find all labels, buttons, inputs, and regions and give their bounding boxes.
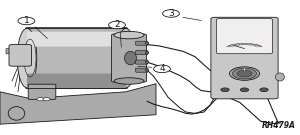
Ellipse shape [145, 69, 149, 72]
Circle shape [221, 88, 229, 92]
Circle shape [109, 21, 125, 29]
Circle shape [43, 98, 50, 101]
Circle shape [163, 10, 179, 17]
Ellipse shape [275, 73, 284, 81]
FancyBboxPatch shape [27, 32, 126, 47]
Ellipse shape [116, 28, 136, 88]
Polygon shape [0, 84, 156, 124]
FancyBboxPatch shape [26, 28, 127, 88]
FancyBboxPatch shape [136, 41, 148, 45]
FancyBboxPatch shape [136, 60, 148, 64]
Circle shape [237, 70, 252, 77]
FancyBboxPatch shape [27, 74, 126, 88]
FancyBboxPatch shape [211, 17, 278, 99]
FancyBboxPatch shape [136, 51, 148, 55]
Ellipse shape [17, 28, 37, 88]
Circle shape [240, 88, 249, 92]
Text: 2: 2 [114, 21, 120, 29]
FancyBboxPatch shape [9, 45, 32, 66]
FancyBboxPatch shape [217, 19, 272, 54]
Text: 1: 1 [23, 16, 29, 25]
FancyBboxPatch shape [28, 84, 56, 99]
Ellipse shape [145, 61, 149, 63]
Ellipse shape [124, 51, 136, 65]
Text: 3: 3 [168, 9, 174, 18]
Ellipse shape [145, 42, 149, 45]
Text: RH479A: RH479A [262, 121, 296, 130]
Text: 4: 4 [159, 64, 165, 73]
FancyBboxPatch shape [112, 34, 146, 82]
FancyBboxPatch shape [136, 68, 148, 72]
Ellipse shape [114, 78, 144, 84]
Circle shape [230, 67, 260, 80]
Circle shape [18, 17, 35, 25]
Ellipse shape [114, 31, 144, 39]
Ellipse shape [145, 51, 149, 54]
Circle shape [232, 68, 256, 79]
Circle shape [154, 65, 170, 73]
Polygon shape [6, 49, 16, 54]
Circle shape [37, 98, 44, 101]
Circle shape [260, 88, 268, 92]
